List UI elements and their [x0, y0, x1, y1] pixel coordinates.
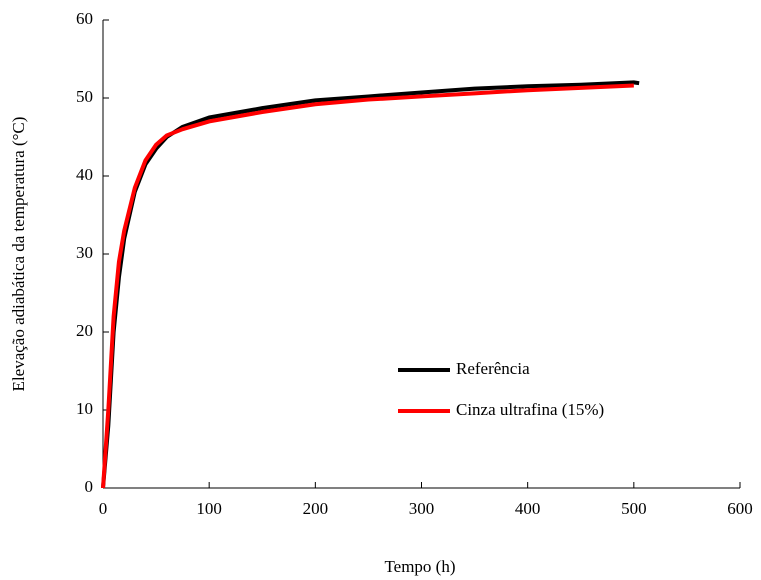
x-axis-title: Tempo (h) [384, 557, 455, 576]
x-tick-label: 0 [99, 499, 108, 518]
y-tick-label: 60 [76, 9, 93, 28]
x-tick-label: 300 [409, 499, 435, 518]
x-tick-label: 100 [196, 499, 222, 518]
legend-label: Referência [456, 359, 530, 378]
x-tick-label: 400 [515, 499, 541, 518]
x-tick-label: 600 [727, 499, 753, 518]
y-tick-label: 10 [76, 399, 93, 418]
x-tick-label: 200 [303, 499, 329, 518]
x-tick-label: 500 [621, 499, 647, 518]
data-line [101, 83, 634, 489]
y-tick-label: 50 [76, 87, 93, 106]
y-axis-title: Elevação adiabática da temperatura (°C) [9, 117, 28, 392]
y-tick-label: 30 [76, 243, 93, 262]
legend-label: Cinza ultrafina (15%) [456, 400, 604, 419]
data-line [101, 80, 640, 489]
y-tick-label: 0 [85, 477, 94, 496]
y-tick-label: 20 [76, 321, 93, 340]
y-tick-label: 40 [76, 165, 93, 184]
